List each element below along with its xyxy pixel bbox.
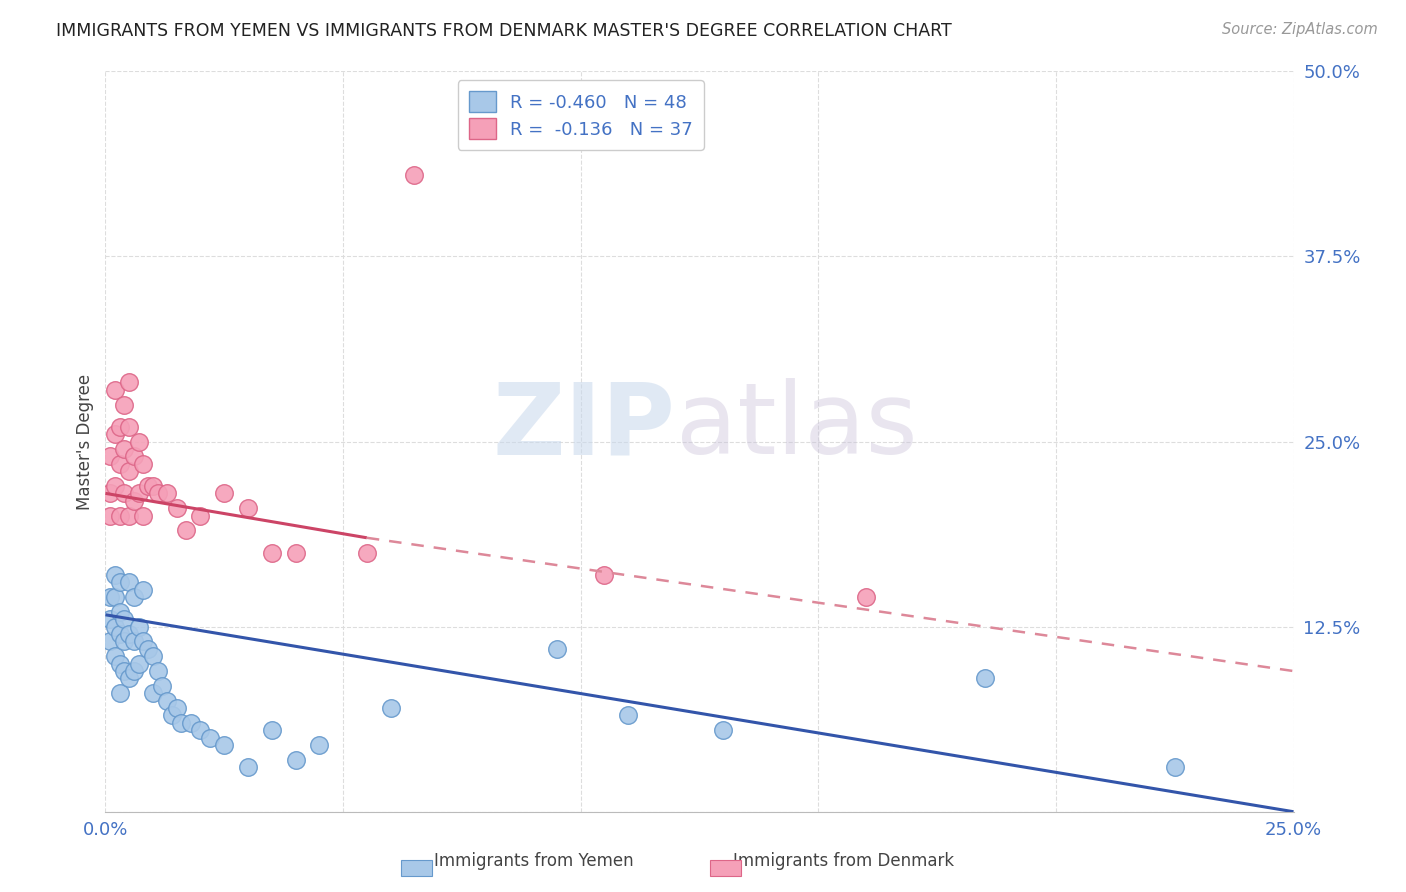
Point bbox=[114, 634, 136, 648]
Point bbox=[122, 664, 145, 678]
Point bbox=[98, 612, 121, 626]
Point bbox=[122, 634, 145, 648]
Point bbox=[190, 723, 212, 738]
Point bbox=[284, 753, 307, 767]
Point bbox=[711, 723, 734, 738]
Point bbox=[122, 450, 145, 464]
Point bbox=[118, 575, 141, 590]
Point bbox=[190, 508, 212, 523]
Point bbox=[260, 723, 283, 738]
Point bbox=[132, 582, 155, 597]
Point bbox=[118, 464, 141, 478]
Point bbox=[142, 686, 165, 700]
Point bbox=[214, 486, 236, 500]
Point bbox=[136, 479, 159, 493]
Point bbox=[104, 383, 127, 397]
Point bbox=[128, 619, 150, 633]
Point bbox=[108, 686, 131, 700]
Point bbox=[108, 627, 131, 641]
Point bbox=[104, 649, 127, 664]
Point bbox=[104, 427, 127, 442]
Point bbox=[108, 575, 131, 590]
Text: Immigrants from Yemen: Immigrants from Yemen bbox=[434, 852, 634, 870]
Point bbox=[98, 634, 121, 648]
Point bbox=[180, 715, 202, 730]
Point bbox=[170, 715, 193, 730]
Point bbox=[198, 731, 221, 745]
Point bbox=[284, 546, 307, 560]
Point bbox=[152, 679, 174, 693]
Point bbox=[108, 657, 131, 671]
Point bbox=[108, 419, 131, 434]
Point bbox=[380, 701, 402, 715]
Point bbox=[118, 627, 141, 641]
Point bbox=[132, 457, 155, 471]
Point bbox=[122, 590, 145, 604]
Point bbox=[308, 738, 330, 752]
Point bbox=[1164, 760, 1187, 774]
Point bbox=[142, 479, 165, 493]
Point bbox=[132, 508, 155, 523]
Point bbox=[114, 664, 136, 678]
Point bbox=[174, 524, 197, 538]
Point bbox=[114, 612, 136, 626]
Point bbox=[128, 657, 150, 671]
Point bbox=[118, 376, 141, 390]
Point bbox=[166, 701, 188, 715]
Point bbox=[136, 641, 159, 656]
Y-axis label: Master's Degree: Master's Degree bbox=[76, 374, 94, 509]
Point bbox=[118, 419, 141, 434]
Point bbox=[156, 694, 179, 708]
Point bbox=[98, 486, 121, 500]
Point bbox=[260, 546, 283, 560]
Point bbox=[122, 493, 145, 508]
Point bbox=[128, 486, 150, 500]
Legend: R = -0.460   N = 48, R =  -0.136   N = 37: R = -0.460 N = 48, R = -0.136 N = 37 bbox=[458, 80, 703, 150]
Point bbox=[146, 664, 169, 678]
Point bbox=[142, 649, 165, 664]
Point bbox=[98, 508, 121, 523]
Text: IMMIGRANTS FROM YEMEN VS IMMIGRANTS FROM DENMARK MASTER'S DEGREE CORRELATION CHA: IMMIGRANTS FROM YEMEN VS IMMIGRANTS FROM… bbox=[56, 22, 952, 40]
Point bbox=[98, 590, 121, 604]
Point bbox=[156, 486, 179, 500]
Text: ZIP: ZIP bbox=[494, 378, 676, 475]
Point bbox=[98, 450, 121, 464]
Point bbox=[214, 738, 236, 752]
Point bbox=[114, 397, 136, 411]
Point bbox=[104, 479, 127, 493]
Point bbox=[404, 168, 426, 182]
Text: atlas: atlas bbox=[676, 378, 917, 475]
Point bbox=[104, 619, 127, 633]
Point bbox=[128, 434, 150, 449]
Point bbox=[132, 634, 155, 648]
Point bbox=[973, 672, 995, 686]
Point bbox=[108, 605, 131, 619]
Point bbox=[118, 508, 141, 523]
Text: Source: ZipAtlas.com: Source: ZipAtlas.com bbox=[1222, 22, 1378, 37]
Point bbox=[617, 708, 640, 723]
Point bbox=[114, 486, 136, 500]
Point bbox=[108, 457, 131, 471]
Point bbox=[236, 501, 259, 516]
Point bbox=[166, 501, 188, 516]
Text: Immigrants from Denmark: Immigrants from Denmark bbox=[733, 852, 955, 870]
Point bbox=[104, 590, 127, 604]
Point bbox=[546, 641, 568, 656]
Point bbox=[593, 567, 616, 582]
Point bbox=[356, 546, 378, 560]
Point bbox=[855, 590, 877, 604]
Point bbox=[104, 567, 127, 582]
Point bbox=[160, 708, 183, 723]
Point bbox=[108, 508, 131, 523]
Point bbox=[146, 486, 169, 500]
Point bbox=[118, 672, 141, 686]
Point bbox=[114, 442, 136, 456]
Point bbox=[236, 760, 259, 774]
